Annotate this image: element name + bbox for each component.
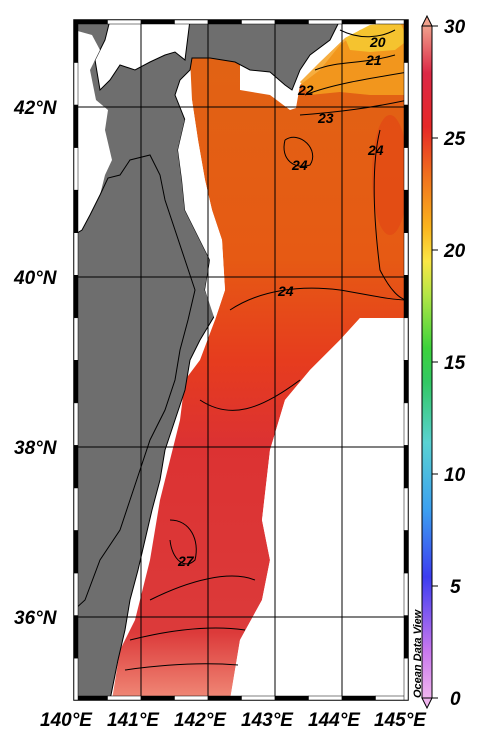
contour-label: 24 xyxy=(367,142,384,158)
colorbar-tick-label: 20 xyxy=(443,241,466,262)
border-tick xyxy=(403,147,409,191)
border-tick xyxy=(73,360,79,404)
border-tick xyxy=(403,275,409,319)
colorbar-tick-label: 10 xyxy=(444,465,466,486)
border-tick xyxy=(274,19,309,25)
border-tick xyxy=(274,695,309,701)
border-tick xyxy=(403,62,409,106)
border-tick xyxy=(375,695,409,701)
border-tick xyxy=(140,19,175,25)
border-tick xyxy=(308,19,343,25)
border-tick xyxy=(73,19,79,63)
border-tick xyxy=(107,19,142,25)
colorbar-tick-label: 5 xyxy=(450,577,461,598)
border-tick xyxy=(403,615,409,659)
coldest-water-patch xyxy=(345,22,408,52)
lat-label: 38°N xyxy=(14,438,58,459)
border-tick xyxy=(73,62,79,106)
border-tick xyxy=(73,147,79,191)
border-tick xyxy=(73,615,79,659)
border-tick xyxy=(308,695,343,701)
border-tick xyxy=(73,487,79,531)
graticule xyxy=(74,20,408,700)
border-tick xyxy=(174,695,209,701)
latitude-labels: 42°N 40°N 38°N 36°N xyxy=(13,98,58,629)
contour-label: 27 xyxy=(177,553,195,569)
border-tick xyxy=(403,19,409,63)
colorbar-top-arrow xyxy=(421,14,433,27)
border-tick xyxy=(73,19,108,25)
longitude-labels: 140°E 141°E 142°E 143°E 144°E 145°E xyxy=(40,710,427,731)
border-tick xyxy=(73,445,79,489)
border-tick xyxy=(140,695,175,701)
colorbar-bottom-arrow xyxy=(421,697,433,710)
border-tick xyxy=(403,104,409,148)
warm-core-east xyxy=(372,115,408,235)
contour-label: 20 xyxy=(369,34,386,50)
border-tick xyxy=(174,19,209,25)
border-tick xyxy=(403,445,409,489)
lon-label: 142°E xyxy=(174,710,227,731)
border-tick xyxy=(403,232,409,276)
border-tick xyxy=(73,402,79,446)
border-tick xyxy=(207,19,242,25)
colorbar-tick-label: 30 xyxy=(444,17,466,38)
ocean-data-view-watermark: Ocean Data View xyxy=(412,608,424,698)
border-tick xyxy=(403,530,409,574)
border-tick xyxy=(73,104,79,148)
colorbar-tick-label: 0 xyxy=(450,689,461,710)
border-tick xyxy=(73,317,79,361)
colorbar-scale xyxy=(421,25,433,699)
contour-lines xyxy=(124,29,408,671)
lon-label: 144°E xyxy=(308,710,361,731)
lat-label: 40°N xyxy=(13,268,58,289)
border-tick xyxy=(375,19,409,25)
border-tick xyxy=(241,695,276,701)
border-tick xyxy=(107,695,142,701)
lon-label: 140°E xyxy=(40,710,93,731)
border-tick xyxy=(403,317,409,361)
contour-label-group: 20 21 22 23 24 24 24 27 xyxy=(177,34,386,569)
contour-label: 24 xyxy=(291,157,308,173)
lon-label: 141°E xyxy=(107,710,160,731)
border-tick xyxy=(73,189,79,233)
lat-label: 42°N xyxy=(13,98,58,119)
colorbar: 30 25 20 15 10 5 0 xyxy=(421,14,466,710)
sea-data-field xyxy=(112,22,408,700)
border-tick xyxy=(341,19,376,25)
colorbar-tick-label: 25 xyxy=(443,129,466,150)
border-tick xyxy=(403,572,409,616)
border-tick xyxy=(403,487,409,531)
colorbar-tick-label: 15 xyxy=(444,353,466,374)
land-western xyxy=(74,154,196,611)
border-tick xyxy=(207,695,242,701)
border-tick xyxy=(73,530,79,574)
border-tick xyxy=(403,360,409,404)
border-tick xyxy=(403,657,409,701)
lon-label: 143°E xyxy=(241,710,294,731)
contour-label: 23 xyxy=(317,110,334,126)
border-tick xyxy=(241,19,276,25)
border-tick xyxy=(403,402,409,446)
no-data-coast xyxy=(178,100,225,320)
border-tick xyxy=(73,232,79,276)
lat-label: 36°N xyxy=(14,608,58,629)
border-tick xyxy=(73,572,79,616)
contour-label: 22 xyxy=(297,82,314,98)
land-gap xyxy=(74,30,112,235)
contour-label: 21 xyxy=(365,52,382,68)
contour-label: 24 xyxy=(277,283,294,299)
map-border-ticks xyxy=(73,19,409,701)
border-tick xyxy=(403,189,409,233)
border-tick xyxy=(73,695,108,701)
border-tick xyxy=(73,657,79,701)
border-tick xyxy=(73,275,79,319)
border-tick xyxy=(341,695,376,701)
lon-label: 145°E xyxy=(374,710,427,731)
